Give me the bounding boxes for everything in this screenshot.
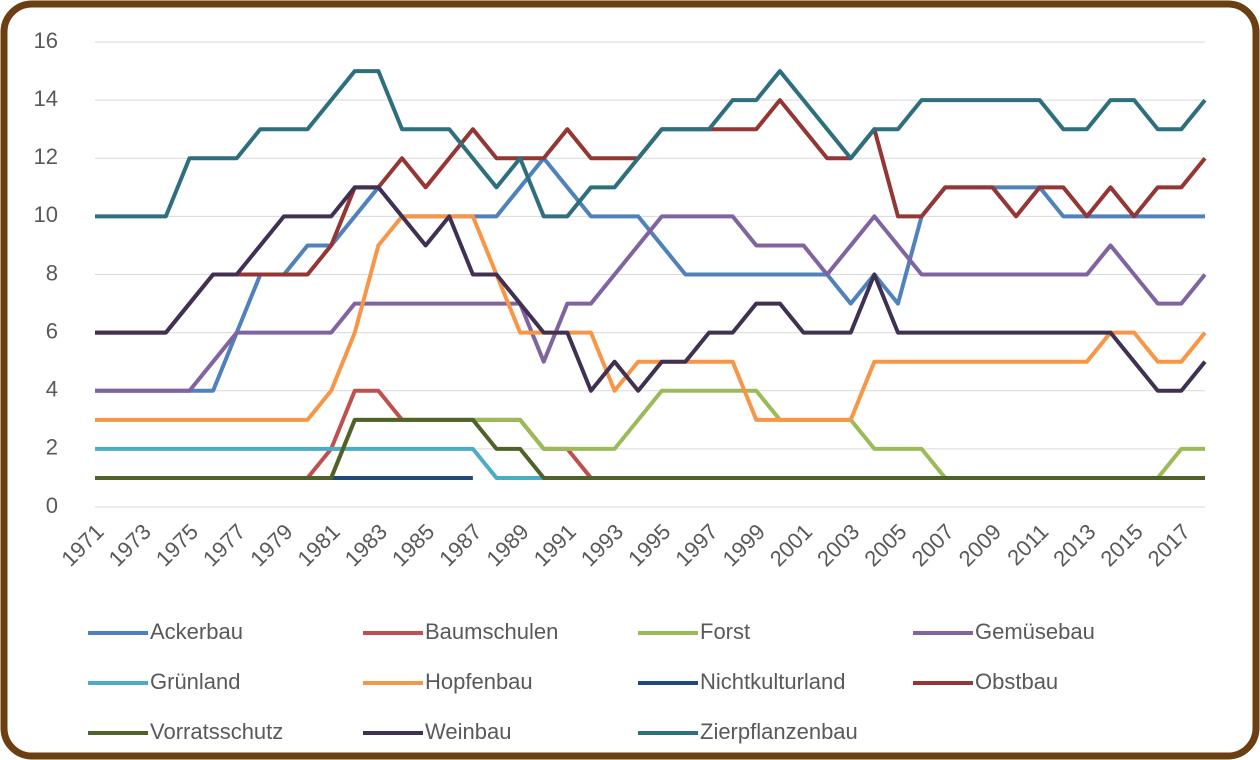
y-tick-label: 14 (34, 86, 58, 111)
series-line (95, 185, 1207, 393)
legend-label: Hopfenbau (425, 669, 533, 694)
legend-label: Zierpflanzenbau (700, 719, 858, 744)
legend-label: Nichtkulturland (700, 669, 846, 694)
legend-label: Grünland (150, 669, 241, 694)
legend-label: Forst (700, 619, 750, 644)
legend-label: Weinbau (425, 719, 511, 744)
y-tick-label: 16 (34, 28, 58, 53)
y-tick-label: 2 (46, 435, 58, 460)
legend-label: Gemüsebau (975, 619, 1095, 644)
y-tick-label: 4 (46, 377, 58, 402)
y-tick-label: 6 (46, 318, 58, 343)
series-line (95, 214, 1207, 422)
series-line (95, 417, 1205, 480)
legend-label: Obstbau (975, 669, 1058, 694)
series-line (95, 214, 1207, 393)
legend-label: Vorratsschutz (150, 719, 283, 744)
y-tick-label: 0 (46, 493, 58, 518)
y-tick-label: 10 (34, 202, 58, 227)
legend-label: Baumschulen (425, 619, 558, 644)
y-tick-label: 8 (46, 260, 58, 285)
y-tick-label: 12 (34, 144, 58, 169)
series-line (95, 69, 1207, 219)
legend-label: Ackerbau (150, 619, 243, 644)
